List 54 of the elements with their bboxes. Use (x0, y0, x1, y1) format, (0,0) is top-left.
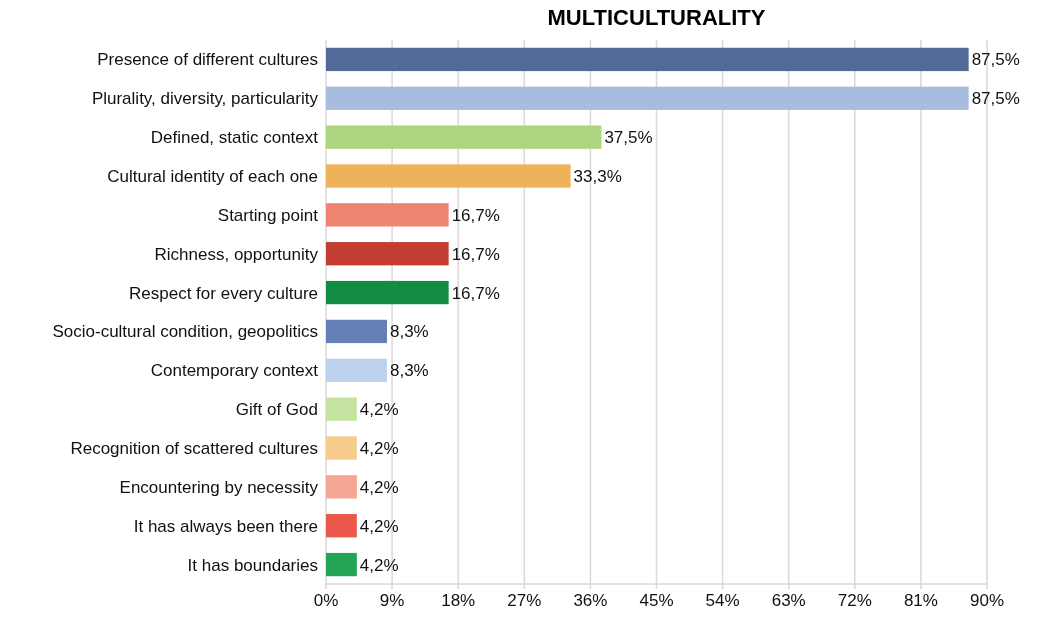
chart-title: MULTICULTURALITY (547, 5, 766, 30)
data-label: 37,5% (604, 128, 653, 148)
data-label: 16,7% (451, 244, 500, 264)
y-tick-label: Starting point (217, 205, 319, 225)
y-tick-label: Defined, static context (150, 128, 319, 148)
x-tick-label: 36% (573, 591, 608, 610)
x-tick-label: 0% (313, 591, 339, 610)
y-tick-label: Presence of different cultures (97, 50, 318, 70)
bar (326, 475, 357, 499)
y-tick-label: Socio-cultural condition, geopolitics (52, 322, 318, 342)
bar (326, 280, 449, 305)
x-tick-label: 54% (705, 591, 740, 610)
bar (326, 164, 571, 188)
data-label: 16,7% (451, 205, 500, 225)
x-tick-label: 90% (969, 591, 1005, 610)
bar (326, 242, 449, 266)
x-tick-label: 45% (639, 591, 674, 610)
y-tick-label: Plurality, diversity, particularity (91, 89, 319, 109)
x-tick-label: 18% (441, 591, 476, 610)
x-tick-label: 9% (379, 591, 405, 610)
bar (326, 514, 357, 538)
y-tick-label: Gift of God (235, 400, 318, 420)
y-tick-label: Richness, opportunity (154, 244, 319, 264)
data-label: 16,7% (451, 283, 500, 303)
bar (326, 436, 357, 460)
y-tick-label: It has boundaries (187, 555, 318, 575)
data-label: 87,5% (971, 89, 1020, 109)
data-label: 33,3% (573, 166, 622, 186)
y-tick-label: Respect for every culture (129, 283, 318, 303)
data-label: 8,3% (389, 361, 429, 381)
bar (326, 203, 449, 227)
bar (326, 319, 387, 344)
y-tick-label: Cultural identity of each one (107, 166, 318, 186)
y-tick-label: It has always been there (133, 516, 318, 536)
x-tick-label: 63% (771, 591, 806, 610)
data-label: 4,2% (359, 438, 399, 458)
data-label: 8,3% (389, 322, 429, 342)
x-tick-label: 81% (903, 591, 938, 610)
bar (326, 552, 357, 577)
y-tick-label: Encountering by necessity (119, 477, 319, 497)
data-label: 4,2% (359, 477, 399, 497)
bar (326, 358, 387, 382)
data-label: 4,2% (359, 555, 399, 575)
y-tick-label: Recognition of scattered cultures (70, 438, 318, 458)
bar (326, 47, 969, 72)
data-label: 87,5% (971, 50, 1020, 70)
data-label: 4,2% (359, 516, 399, 536)
bar (326, 86, 969, 110)
x-tick-label: 72% (837, 591, 872, 610)
data-label: 4,2% (359, 400, 399, 420)
x-tick-label: 27% (507, 591, 542, 610)
bar (326, 125, 602, 149)
bar (326, 397, 357, 421)
y-tick-label: Contemporary context (150, 361, 319, 381)
